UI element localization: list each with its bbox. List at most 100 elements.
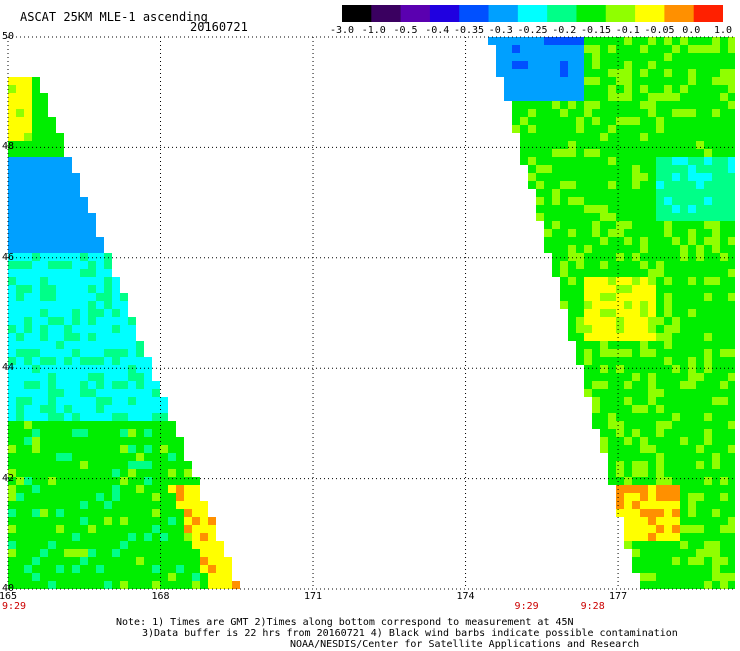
swath-cell — [592, 189, 600, 197]
swath-cell — [600, 413, 608, 421]
swath-cell — [696, 77, 704, 85]
swath-cell — [712, 173, 720, 181]
swath-cell — [584, 141, 592, 149]
swath-cell — [576, 93, 584, 101]
swath-cell — [592, 277, 600, 285]
swath-cell — [600, 373, 608, 381]
swath-cell — [624, 493, 632, 501]
swath-cell — [80, 301, 88, 309]
swath-cell — [680, 221, 688, 229]
swath-cell — [664, 205, 672, 213]
swath-cell — [80, 485, 88, 493]
swath-cell — [104, 573, 112, 581]
swath-cell — [656, 493, 664, 501]
swath-cell — [656, 125, 664, 133]
swath-cell — [712, 181, 720, 189]
swath-cell — [72, 237, 80, 245]
swath-cell — [696, 93, 704, 101]
swath-cell — [56, 229, 64, 237]
swath-cell — [656, 509, 664, 517]
swath-cell — [672, 157, 680, 165]
swath-cell — [664, 557, 672, 565]
swath-cell — [640, 37, 648, 45]
swath-cell — [656, 565, 664, 573]
swath-cell — [656, 501, 664, 509]
swath-cell — [688, 373, 696, 381]
swath-cell — [728, 461, 735, 469]
swath-cell — [24, 245, 32, 253]
swath-cell — [56, 573, 64, 581]
swath-cell — [40, 501, 48, 509]
swath-cell — [128, 365, 136, 373]
swath-cell — [672, 189, 680, 197]
swath-cell — [64, 421, 72, 429]
swath-cell — [704, 533, 712, 541]
swath-cell — [680, 365, 688, 373]
swath-cell — [584, 277, 592, 285]
swath-cell — [640, 109, 648, 117]
swath-cell — [712, 405, 720, 413]
swath-cell — [72, 365, 80, 373]
swath-cell — [24, 197, 32, 205]
swath-cell — [96, 525, 104, 533]
swath-cell — [648, 293, 656, 301]
colorbar-tick-label: 1.0 — [713, 25, 733, 36]
swath-cell — [648, 341, 656, 349]
swath-cell — [592, 245, 600, 253]
swath-cell — [640, 549, 648, 557]
swath-cell — [672, 213, 680, 221]
swath-cell — [32, 309, 40, 317]
swath-cell — [712, 237, 720, 245]
swath-cell — [144, 565, 152, 573]
swath-cell — [632, 381, 640, 389]
swath-cell — [128, 461, 136, 469]
swath-cell — [8, 469, 16, 477]
swath-cell — [32, 285, 40, 293]
swath-cell — [96, 237, 104, 245]
swath-cell — [696, 509, 704, 517]
swath-cell — [104, 277, 112, 285]
swath-cell — [8, 437, 16, 445]
swath-cell — [8, 173, 16, 181]
swath-cell — [664, 309, 672, 317]
swath-cell — [688, 277, 696, 285]
swath-cell — [616, 493, 624, 501]
swath-cell — [680, 533, 688, 541]
swath-cell — [144, 421, 152, 429]
swath-cell — [208, 581, 216, 589]
swath-cell — [664, 165, 672, 173]
swath-cell — [128, 469, 136, 477]
swath-cell — [680, 173, 688, 181]
swath-cell — [552, 269, 560, 277]
swath-cell — [120, 565, 128, 573]
swath-cell — [48, 541, 56, 549]
swath-cell — [176, 453, 184, 461]
swath-cell — [32, 261, 40, 269]
swath-cell — [632, 157, 640, 165]
swath-cell — [664, 373, 672, 381]
swath-cell — [696, 101, 704, 109]
swath-cell — [656, 205, 664, 213]
swath-cell — [720, 421, 728, 429]
swath-cell — [8, 141, 16, 149]
swath-cell — [712, 149, 720, 157]
swath-cell — [40, 101, 48, 109]
swath-cell — [552, 37, 560, 45]
swath-cell — [664, 325, 672, 333]
swath-cell — [648, 365, 656, 373]
swath-cell — [128, 317, 136, 325]
swath-cell — [624, 541, 632, 549]
swath-cell — [48, 437, 56, 445]
swath-cell — [568, 221, 576, 229]
swath-cell — [208, 557, 216, 565]
swath-cell — [688, 461, 696, 469]
swath-cell — [24, 397, 32, 405]
swath-cell — [640, 389, 648, 397]
swath-cell — [616, 133, 624, 141]
swath-cell — [680, 165, 688, 173]
swath-cell — [176, 493, 184, 501]
swath-cell — [560, 173, 568, 181]
swath-cell — [144, 549, 152, 557]
swath-cell — [688, 221, 696, 229]
swath-cell — [632, 277, 640, 285]
